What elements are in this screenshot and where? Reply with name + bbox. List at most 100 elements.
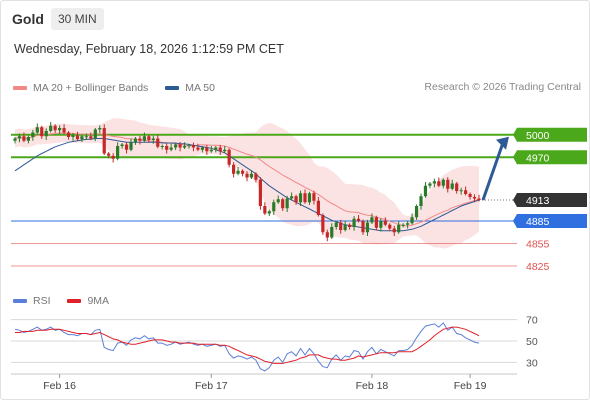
rsi-swatch-icon [13,299,27,303]
candle-body [410,217,414,224]
candle-81 [374,215,378,231]
candle-body [303,193,307,203]
candle-body [428,183,432,186]
candle-body [49,125,53,131]
timeframe-button[interactable]: 30 MIN [51,8,104,30]
candle-9 [53,124,57,133]
candle-body [182,146,187,148]
candle-body [35,127,39,133]
price-label-4855: 4855 [526,239,550,251]
candle-body [71,135,75,137]
candle-55 [258,177,262,210]
candle-77 [356,215,361,223]
candle-10 [58,125,62,134]
price-label-4825: 4825 [526,261,550,273]
candle-36 [174,143,178,151]
candle-body [187,145,191,147]
9ma-swatch-icon [67,299,82,303]
candle-53 [249,170,254,179]
candle-body [258,179,262,206]
candle-body [356,218,361,221]
candle-body [218,147,222,152]
candle-body [66,132,71,137]
candle-body [374,217,378,228]
candle-38 [182,142,187,149]
candle-26 [129,138,133,152]
candle-0 [13,137,17,144]
candle-body [191,145,196,148]
projection-arrow-shaft [481,142,505,201]
chart-header: Gold 30 MIN [1,1,589,37]
candle-52 [245,171,249,182]
candle-83 [383,217,387,227]
candle-body [437,181,441,186]
candle-96 [441,178,445,189]
candle-18 [93,128,97,142]
price-level-4885: 4885 [11,214,587,228]
candle-15 [80,134,84,142]
candle-body [339,222,343,230]
candle-51 [240,169,245,177]
rsi-9ma-line [15,326,480,364]
candle-84 [388,223,392,232]
ma20-swatch-icon [13,86,27,90]
candle-body [151,138,155,140]
candle-body [401,224,405,226]
candle-6 [40,125,44,139]
candle-body [223,149,227,152]
legend-item-ma50: MA 50 [165,82,215,94]
candle-100 [459,187,463,195]
ma50-line [14,138,480,232]
candle-body [348,224,352,227]
candle-24 [120,143,124,149]
candle-body [138,138,142,141]
chart-datetime: Wednesday, February 18, 2026 1:12:59 PM … [14,42,284,56]
price-label-4885: 4885 [526,216,550,228]
price-legend: MA 20 + Bollinger Bands MA 50 [13,81,229,94]
candle-body [62,128,66,133]
candle-body [165,146,169,150]
candle-72 [334,221,338,230]
candle-body [174,144,178,148]
candle-21 [107,152,111,159]
candle-body [58,128,62,131]
candle-22 [111,153,115,163]
candle-body [160,146,164,147]
candle-body [379,221,383,228]
candle-60 [281,197,285,211]
candle-body [40,127,44,137]
candle-body [477,198,481,200]
legend-label-rsi: RSI [33,295,51,307]
candle-body [129,142,133,150]
x-tick-label: Feb 19 [454,380,487,392]
candle-body [13,138,17,141]
candle-76 [352,216,356,231]
rsi-tick-50: 50 [526,336,538,348]
candle-12 [66,131,71,140]
candle-7 [44,128,48,140]
candle-body [245,173,249,178]
candle-43 [205,144,209,155]
candle-body [44,131,48,137]
candle-body [441,179,445,186]
candle-23 [116,142,120,161]
candle-4 [31,129,35,141]
candle-48 [227,148,231,168]
candle-body [365,222,370,233]
instrument-title: Gold [12,11,44,27]
candle-body [321,215,325,233]
candle-40 [191,142,196,152]
candle-body [80,136,84,140]
candle-2 [22,132,26,143]
candle-34 [165,143,169,154]
candle-body [414,206,419,218]
candle-95 [437,177,441,188]
candle-body [236,170,240,174]
candle-101 [464,186,468,196]
price-label-4913: 4913 [526,195,550,207]
candle-37 [178,141,182,152]
candle-body [169,147,173,150]
candle-75 [348,223,352,230]
candle-99 [455,182,459,194]
